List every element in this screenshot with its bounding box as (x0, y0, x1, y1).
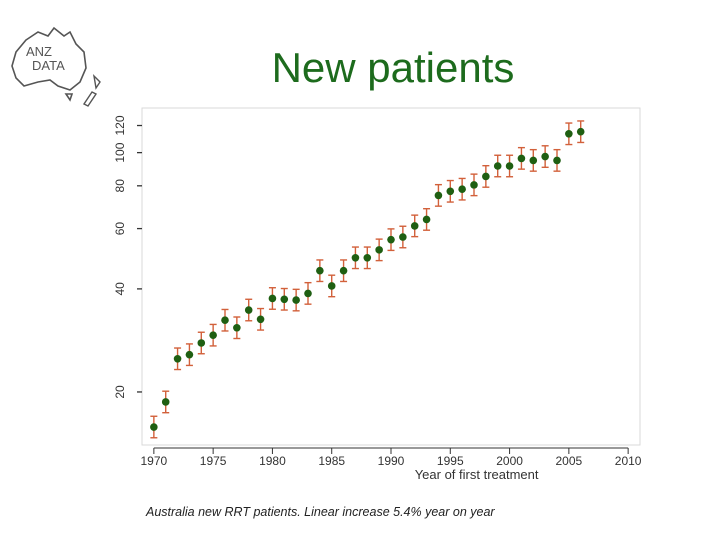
data-point (363, 253, 372, 262)
data-point (197, 339, 206, 347)
data-point (517, 154, 526, 163)
page-title: New patients (271, 44, 515, 91)
data-point (410, 222, 419, 230)
data-point (387, 235, 395, 244)
x-tick-label: 1990 (378, 454, 405, 468)
data-point (244, 306, 253, 314)
data-point (233, 323, 241, 332)
x-tick-label: 2005 (556, 454, 583, 468)
data-point (553, 156, 561, 165)
axis-labels: 1970 1975 1980 1985 1990 1995 2000 2005 2010 20 40… (113, 115, 642, 482)
y-tick-label: 20 (113, 385, 127, 399)
x-tick-label: 2000 (496, 454, 523, 468)
chart-axes (137, 107, 641, 454)
x-tick-label: 1975 (200, 454, 227, 468)
data-point (173, 354, 182, 363)
data-point (458, 185, 466, 193)
data-point (316, 266, 324, 275)
data-point (422, 215, 431, 224)
data-point (470, 181, 478, 189)
australia-outline (11, 26, 87, 102)
data-point (221, 316, 229, 325)
data-points (150, 127, 585, 431)
data-point (493, 162, 502, 170)
data-point (185, 350, 194, 359)
data-point (161, 398, 170, 406)
data-point (565, 129, 573, 138)
x-tick-label: 2010 (615, 454, 642, 468)
data-point (256, 315, 265, 324)
logo-text-data: DATA (32, 58, 65, 73)
data-point (351, 253, 360, 262)
data-point (576, 127, 585, 136)
x-tick-label: 1995 (437, 454, 464, 468)
chart-caption: Australia new RRT patients. Linear incre… (146, 505, 495, 519)
new-zealand-outline (82, 73, 101, 107)
x-axis-title: Year of first treatment (415, 467, 539, 482)
data-point (209, 331, 217, 339)
data-point (529, 156, 538, 165)
data-point (482, 172, 490, 181)
data-point (150, 423, 158, 431)
y-tick-label: 60 (113, 222, 127, 236)
data-point (541, 152, 549, 161)
x-tick-label: 1980 (259, 454, 286, 468)
plot-frame (141, 107, 641, 446)
data-point (304, 289, 312, 298)
logo-text-anz: ANZ (26, 44, 52, 59)
data-point (399, 233, 407, 241)
y-tick-label: 40 (113, 282, 127, 296)
y-tick-label: 80 (113, 179, 127, 193)
error-bars (150, 120, 585, 439)
y-tick-label: 120 (113, 115, 127, 135)
data-point (505, 162, 514, 170)
data-point (292, 296, 300, 304)
x-tick-label: 1985 (318, 454, 345, 468)
x-tick-label: 1970 (141, 454, 168, 468)
data-point (339, 266, 348, 275)
data-point (280, 295, 289, 304)
anzdata-logo: ANZ DATA (11, 26, 101, 107)
y-tick-label: 100 (113, 142, 127, 162)
data-point (446, 187, 455, 196)
data-point (375, 246, 383, 254)
data-point (327, 282, 336, 290)
data-point (434, 191, 443, 200)
data-point (268, 294, 277, 303)
